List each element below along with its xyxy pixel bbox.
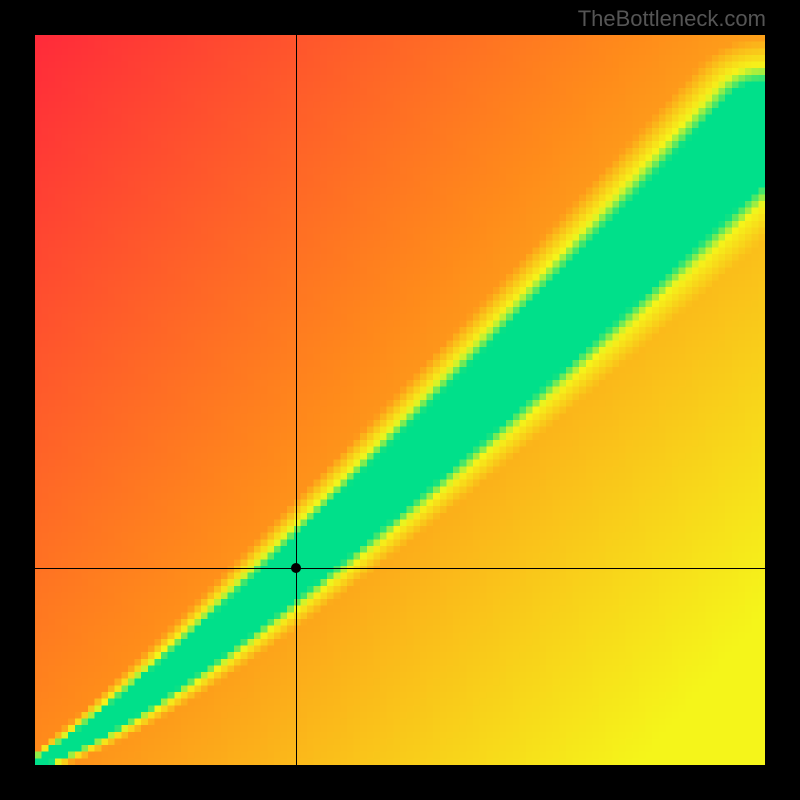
heatmap-canvas [35, 35, 765, 765]
crosshair-vertical [296, 35, 297, 765]
heatmap-plot [35, 35, 765, 765]
crosshair-marker-icon [291, 563, 301, 573]
watermark-text: TheBottleneck.com [578, 6, 766, 32]
crosshair-horizontal [35, 568, 765, 569]
chart-container: TheBottleneck.com [0, 0, 800, 800]
